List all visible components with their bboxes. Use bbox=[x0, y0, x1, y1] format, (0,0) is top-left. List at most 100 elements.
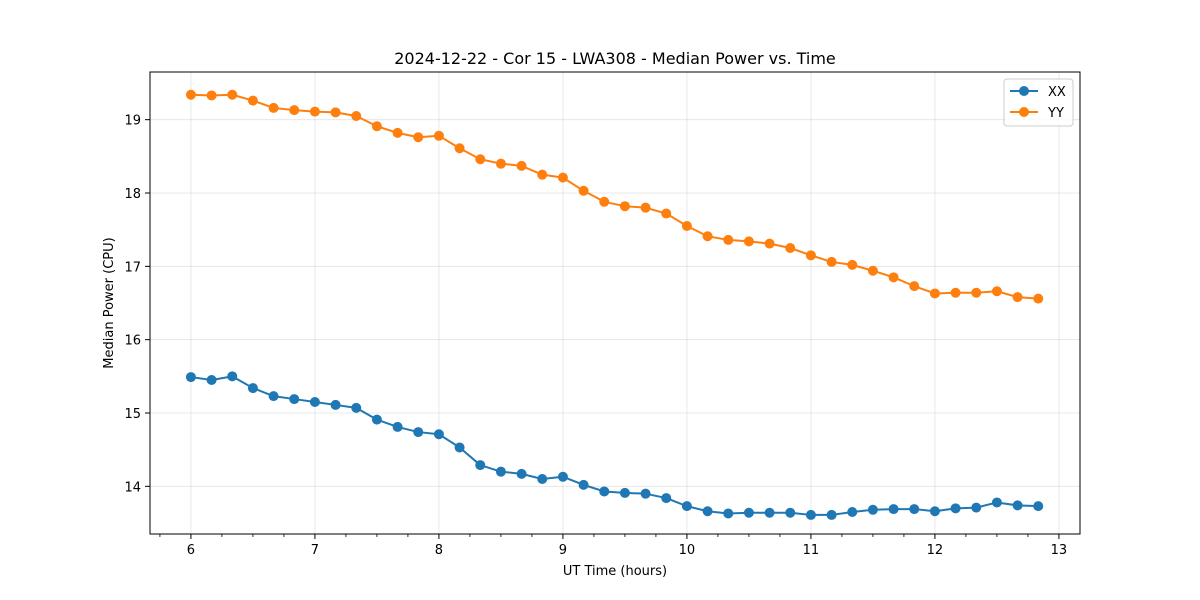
x-tick-label: 13 bbox=[1051, 543, 1068, 558]
data-point-yy bbox=[929, 288, 940, 299]
axes: 6 7 8 9 10 11 12 13 14 15 16 17 18 19 bbox=[124, 114, 1067, 558]
data-point-xx bbox=[289, 394, 300, 405]
data-point-xx bbox=[785, 507, 796, 518]
data-point-xx bbox=[227, 371, 238, 382]
data-point-xx bbox=[888, 504, 899, 515]
data-point-yy bbox=[702, 231, 713, 242]
data-point-xx bbox=[847, 507, 858, 517]
data-point-yy bbox=[991, 286, 1002, 297]
data-point-yy bbox=[888, 272, 899, 283]
data-point-yy bbox=[454, 143, 465, 154]
data-point-xx bbox=[950, 503, 961, 514]
data-point-yy bbox=[847, 259, 858, 270]
data-point-yy bbox=[475, 154, 486, 165]
data-point-yy bbox=[619, 201, 630, 212]
data-point-xx bbox=[247, 383, 258, 394]
data-point-yy bbox=[599, 196, 610, 207]
x-axis-label: UT Time (hours) bbox=[563, 564, 667, 579]
data-point-xx bbox=[351, 402, 362, 413]
data-point-xx bbox=[826, 509, 837, 520]
y-tick-label: 18 bbox=[124, 187, 141, 202]
data-point-xx bbox=[991, 497, 1002, 508]
data-point-yy bbox=[537, 169, 548, 180]
data-point-xx bbox=[206, 375, 217, 385]
data-point-yy bbox=[289, 105, 300, 116]
data-point-xx bbox=[516, 468, 527, 479]
data-point-yy bbox=[206, 90, 217, 101]
data-point-xx bbox=[805, 509, 816, 520]
x-tick-label: 11 bbox=[803, 543, 820, 558]
data-point-yy bbox=[1012, 292, 1023, 303]
data-point-yy bbox=[743, 236, 754, 247]
data-point-xx bbox=[929, 506, 940, 517]
data-point-yy bbox=[392, 127, 403, 138]
y-tick-label: 14 bbox=[124, 480, 141, 495]
data-point-xx bbox=[330, 399, 341, 410]
data-point-yy bbox=[640, 202, 651, 213]
data-point-xx bbox=[681, 501, 692, 512]
data-point-yy bbox=[723, 234, 734, 245]
data-point-xx bbox=[661, 493, 672, 504]
data-point-xx bbox=[537, 474, 548, 484]
data-point-xx bbox=[309, 397, 320, 407]
y-tick-label: 16 bbox=[124, 334, 141, 349]
data-point-yy bbox=[433, 130, 444, 141]
data-point-xx bbox=[454, 442, 465, 453]
y-axis-label: Median Power (CPU) bbox=[102, 237, 117, 368]
data-point-yy bbox=[578, 185, 589, 196]
data-point-xx bbox=[702, 506, 713, 517]
data-point-xx bbox=[495, 466, 506, 477]
legend-marker-yy bbox=[1019, 107, 1029, 117]
data-point-yy bbox=[268, 102, 279, 113]
data-point-yy bbox=[516, 160, 527, 171]
x-tick-label: 6 bbox=[187, 543, 195, 558]
data-point-xx bbox=[557, 471, 568, 482]
data-point-xx bbox=[909, 504, 920, 515]
data-point-xx bbox=[433, 429, 444, 440]
chart-title: 2024-12-22 - Cor 15 - LWA308 - Median Po… bbox=[394, 49, 836, 68]
data-point-yy bbox=[351, 111, 362, 121]
grid bbox=[150, 72, 1080, 534]
x-tick-label: 7 bbox=[311, 543, 319, 558]
data-point-yy bbox=[867, 265, 878, 276]
plot-area bbox=[150, 72, 1080, 534]
data-point-xx bbox=[723, 508, 734, 519]
data-point-xx bbox=[578, 479, 589, 490]
data-point-yy bbox=[557, 172, 568, 183]
data-point-yy bbox=[661, 208, 672, 219]
legend-label-yy: YY bbox=[1047, 106, 1064, 121]
data-point-yy bbox=[785, 243, 796, 253]
y-tick-label: 17 bbox=[124, 260, 141, 275]
data-point-xx bbox=[371, 414, 382, 425]
x-tick-label: 8 bbox=[435, 543, 443, 558]
x-tick-label: 10 bbox=[679, 543, 696, 558]
data-point-yy bbox=[1033, 293, 1044, 304]
data-point-xx bbox=[475, 460, 486, 471]
data-point-yy bbox=[371, 121, 382, 132]
data-point-yy bbox=[826, 256, 837, 267]
data-point-yy bbox=[681, 221, 692, 231]
x-tick-label: 12 bbox=[927, 543, 944, 558]
data-point-yy bbox=[330, 107, 341, 118]
data-point-yy bbox=[413, 132, 424, 143]
y-tick-label: 19 bbox=[124, 114, 141, 129]
plot-frame bbox=[149, 71, 1081, 535]
data-point-xx bbox=[867, 504, 878, 515]
x-tick-label: 9 bbox=[559, 543, 567, 558]
data-point-yy bbox=[805, 250, 816, 261]
data-point-yy bbox=[495, 158, 506, 169]
data-point-xx bbox=[743, 507, 754, 518]
y-tick-label: 15 bbox=[124, 407, 141, 422]
data-point-yy bbox=[909, 281, 920, 292]
data-point-yy bbox=[185, 89, 196, 100]
data-point-xx bbox=[413, 427, 424, 438]
data-point-yy bbox=[309, 106, 320, 117]
data-point-xx bbox=[268, 391, 279, 402]
legend-label-xx: XX bbox=[1048, 85, 1066, 100]
data-point-xx bbox=[640, 488, 651, 499]
legend-marker-xx bbox=[1019, 86, 1029, 96]
data-point-xx bbox=[1012, 500, 1023, 511]
data-point-xx bbox=[392, 421, 403, 432]
data-point-yy bbox=[764, 238, 775, 249]
